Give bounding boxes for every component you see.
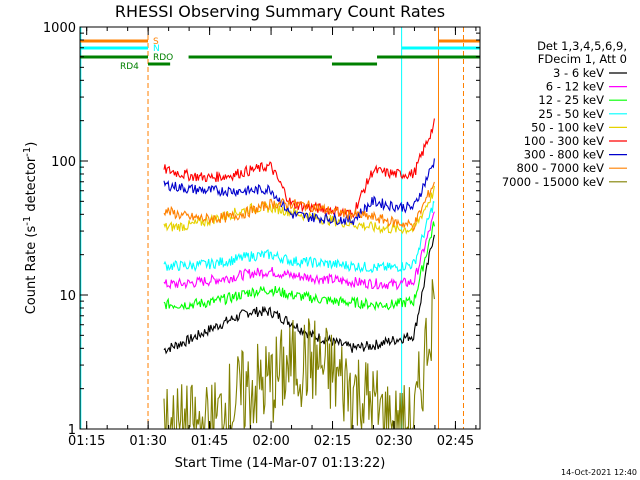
chart-title: RHESSI Observing Summary Count Rates bbox=[115, 2, 445, 21]
legend-label-1: 6 - 12 keV bbox=[546, 80, 604, 94]
x-tick-label-2: 01:45 bbox=[191, 434, 228, 449]
legend-label-6: 300 - 800 keV bbox=[524, 148, 604, 162]
flag-label-n: N bbox=[153, 44, 160, 54]
legend-label-5: 100 - 300 keV bbox=[524, 134, 604, 148]
x-tick-label-4: 02:15 bbox=[314, 434, 351, 449]
series-line-2 bbox=[163, 221, 435, 312]
series-line-3 bbox=[163, 200, 435, 274]
series-line-8 bbox=[163, 279, 435, 429]
footer-timestamp: 14-Oct-2021 12:40 bbox=[561, 468, 637, 477]
legend-label-2: 12 - 25 keV bbox=[538, 93, 604, 107]
y-axis-label-end: ) bbox=[24, 142, 39, 147]
y-axis-label-main: Count Rate (s bbox=[24, 226, 39, 315]
flag-label-rd4: RD4 bbox=[120, 62, 139, 72]
x-tick-label-5: 02:30 bbox=[375, 434, 412, 449]
y-tick-label-3: 1000 bbox=[43, 21, 76, 36]
y-axis-label-sup1: -1 bbox=[22, 216, 33, 226]
plot-frame bbox=[79, 26, 481, 430]
axis-ticks: 1 10 100 1000 01:15 01:30 01:45 02:00 02:15 02:30… bbox=[43, 21, 480, 449]
legend-header-line1: Det 1,3,4,5,6,9, bbox=[537, 39, 627, 53]
x-tick-label-1: 01:30 bbox=[129, 434, 166, 449]
y-axis-label-sup2: -1 bbox=[22, 147, 33, 157]
legend-label-4: 50 - 100 keV bbox=[531, 120, 604, 134]
plot-area bbox=[80, 27, 480, 429]
legend-label-0: 3 - 6 keV bbox=[553, 66, 604, 80]
y-axis-label-mid: detector bbox=[24, 156, 39, 216]
series-line-6 bbox=[163, 158, 435, 226]
legend-label-8: 7000 - 15000 keV bbox=[502, 175, 604, 189]
series-line-5 bbox=[163, 118, 435, 219]
legend-label-3: 25 - 50 keV bbox=[538, 107, 604, 121]
series-line-1 bbox=[163, 211, 435, 291]
y-tick-label-2: 100 bbox=[51, 155, 76, 170]
x-tick-label-6: 02:45 bbox=[437, 434, 474, 449]
x-tick-label-3: 02:00 bbox=[252, 434, 289, 449]
x-tick-label-0: 01:15 bbox=[68, 434, 105, 449]
legend-header-line2: FDecim 1, Att 0 bbox=[538, 52, 627, 66]
y-tick-label-1: 10 bbox=[59, 289, 76, 304]
series-line-7 bbox=[163, 181, 435, 232]
flag-label-s: S bbox=[153, 37, 159, 47]
y-tick-label-0: 1 bbox=[68, 423, 76, 438]
x-axis-label: Start Time (14-Mar-07 01:13:22) bbox=[175, 456, 386, 471]
legend-label-7: 800 - 7000 keV bbox=[516, 161, 604, 175]
series-line-0 bbox=[163, 234, 435, 355]
flag-label-rdo: RDO bbox=[153, 53, 173, 63]
series-line-4 bbox=[163, 185, 435, 235]
y-axis-label: Count Rate (s-1 detector-1) bbox=[22, 142, 39, 315]
